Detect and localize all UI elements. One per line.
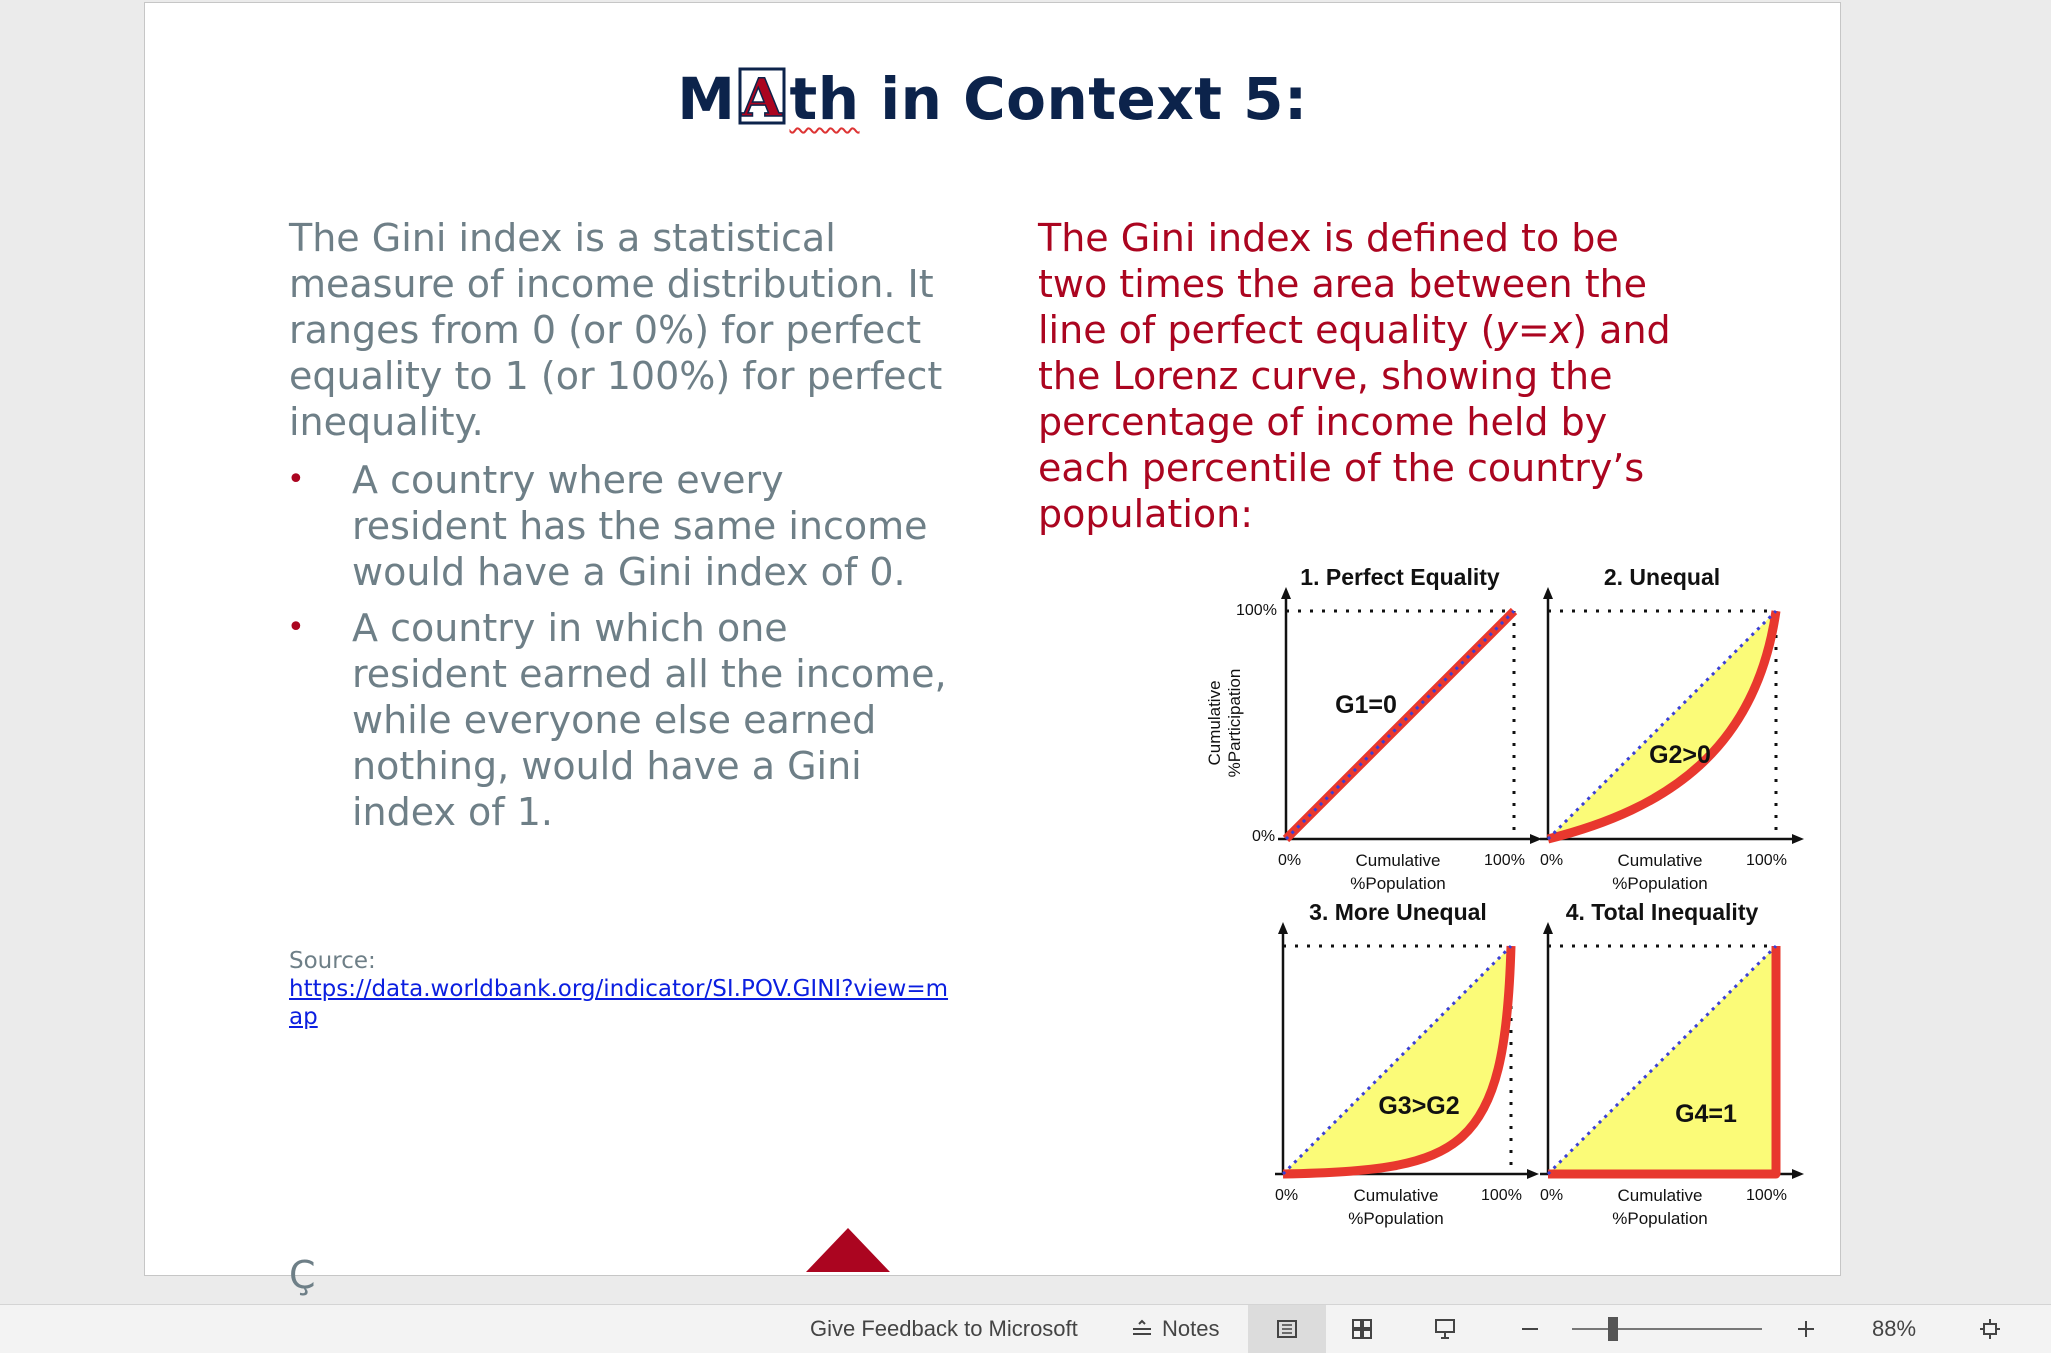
- panel-title: 4. Total Inequality: [1566, 899, 1759, 925]
- y-axis-arrow: [1281, 587, 1291, 599]
- x-axis-arrow: [1530, 834, 1542, 844]
- grid-icon: [1352, 1319, 1372, 1339]
- bullet-dot-icon: •: [287, 610, 305, 645]
- bullet-text: A country where every resident has the s…: [352, 458, 928, 594]
- x-axis-label: %Population: [1612, 1209, 1707, 1228]
- title-rest: in Context 5:: [859, 65, 1308, 133]
- logo-letter: A: [741, 68, 783, 125]
- gini-label: G3>G2: [1378, 1092, 1459, 1120]
- y-tick-100: 100%: [1236, 602, 1277, 619]
- scroll-up-indicator-icon[interactable]: [806, 1228, 890, 1272]
- slideshow-button[interactable]: [1425, 1305, 1465, 1353]
- y-tick-0: 0%: [1252, 828, 1275, 845]
- zoom-level: 88%: [1872, 1316, 1917, 1341]
- presenter-icon: [1435, 1319, 1455, 1339]
- x-tick-0: 0%: [1278, 852, 1301, 869]
- y-axis-arrow: [1543, 587, 1553, 599]
- zoom-out-button[interactable]: [1510, 1305, 1550, 1353]
- x-axis-label: Cumulative: [1353, 1186, 1438, 1205]
- source-link[interactable]: https://data.worldbank.org/indicator/SI.…: [289, 976, 949, 1030]
- notes-icon: [1133, 1319, 1151, 1335]
- x-tick-0: 0%: [1275, 1187, 1298, 1204]
- fit-slide-icon: [1980, 1319, 2000, 1339]
- feedback-button[interactable]: Give Feedback to Microsoft: [810, 1305, 1078, 1353]
- x-axis-label: %Population: [1350, 874, 1445, 893]
- right-text-column: The Gini index is defined to be two time…: [1038, 215, 1698, 537]
- zoom-slider[interactable]: [1572, 1305, 1762, 1353]
- minus-icon: [1522, 1328, 1538, 1330]
- equals-sign: =: [1517, 308, 1550, 352]
- equality-line: [1281, 944, 1513, 1176]
- x-tick-0: 0%: [1540, 1187, 1563, 1204]
- bullet-list: • A country where every resident has the …: [287, 457, 949, 835]
- bullet-item: • A country where every resident has the …: [287, 457, 949, 595]
- x-tick-100: 100%: [1481, 1187, 1522, 1204]
- definition-text-2: ) and the Lorenz curve, showing the perc…: [1038, 308, 1671, 536]
- fit-to-window-button[interactable]: [1972, 1305, 2008, 1353]
- x-axis-label: %Population: [1612, 874, 1707, 893]
- zoom-in-button[interactable]: [1786, 1305, 1826, 1353]
- var-y: y: [1495, 308, 1518, 352]
- status-bar: Give Feedback to Microsoft Notes 88%: [0, 1304, 2051, 1353]
- x-axis-label: %Population: [1348, 1209, 1443, 1228]
- university-logo-icon: A: [737, 67, 787, 130]
- gini-label: G1=0: [1335, 691, 1397, 719]
- panel-title: 1. Perfect Equality: [1300, 564, 1500, 590]
- var-x: x: [1549, 308, 1573, 352]
- source-citation: Source: https://data.worldbank.org/indic…: [289, 947, 949, 1031]
- y-axis-arrow: [1543, 922, 1553, 934]
- lorenz-curve: [1282, 945, 1516, 1179]
- x-axis-label: Cumulative: [1355, 851, 1440, 870]
- zoom-slider-track-icon: [1572, 1317, 1762, 1341]
- x-axis-arrow: [1792, 1169, 1804, 1179]
- lorenz-curve: [1548, 946, 1781, 1179]
- x-tick-100: 100%: [1746, 1187, 1787, 1204]
- equality-line: [1546, 609, 1778, 841]
- normal-view-icon: [1277, 1320, 1297, 1338]
- x-axis-arrow: [1792, 834, 1804, 844]
- equality-line: [1546, 944, 1778, 1176]
- lorenz-curves-svg: 1. Perfect Equality 0% 100% Cumulative %Popu…: [1205, 564, 1804, 1228]
- x-axis-arrow: [1527, 1169, 1539, 1179]
- zoom-level-button[interactable]: 88%: [1872, 1305, 1916, 1353]
- panel-title: 2. Unequal: [1604, 564, 1720, 590]
- gini-intro-paragraph: The Gini index is a statistical measure …: [289, 216, 943, 444]
- x-tick-0: 0%: [1540, 852, 1563, 869]
- bullet-item: • A country in which one resident earned …: [287, 605, 949, 835]
- y-axis-arrow: [1278, 922, 1288, 934]
- title-prefix: M: [677, 65, 736, 133]
- y-axis-label: %Participation: [1225, 669, 1244, 778]
- gini-label: G4=1: [1675, 1100, 1737, 1128]
- x-axis-label: Cumulative: [1617, 1186, 1702, 1205]
- panel-title: 3. More Unequal: [1309, 899, 1487, 925]
- lorenz-curve: [1546, 610, 1781, 844]
- definition-text-1: The Gini index is defined to be two time…: [1038, 216, 1648, 352]
- slide-sorter-button[interactable]: [1342, 1305, 1382, 1353]
- lorenz-curve-figure: 1. Perfect Equality 0% 100% Cumulative %Popu…: [1078, 551, 1816, 1231]
- feedback-label: Give Feedback to Microsoft: [810, 1316, 1078, 1341]
- bullet-text: A country in which one resident earned a…: [352, 606, 947, 834]
- plus-icon: [1798, 1321, 1814, 1337]
- equality-line: [1284, 609, 1516, 841]
- normal-view-button[interactable]: [1248, 1305, 1326, 1353]
- notes-label: Notes: [1162, 1316, 1220, 1341]
- y-axis-label: Cumulative: [1205, 680, 1224, 765]
- notes-button[interactable]: Notes: [1130, 1305, 1219, 1353]
- x-axis-label: Cumulative: [1617, 851, 1702, 870]
- stray-character: Ç: [289, 1253, 316, 1297]
- x-tick-100: 100%: [1484, 852, 1525, 869]
- bullet-dot-icon: •: [287, 462, 305, 497]
- gini-label: G2>0: [1649, 741, 1711, 769]
- source-label: Source:: [289, 948, 376, 974]
- x-tick-100: 100%: [1746, 852, 1787, 869]
- left-text-column: The Gini index is a statistical measure …: [287, 215, 949, 845]
- title-spellcheck-word: th: [789, 65, 860, 133]
